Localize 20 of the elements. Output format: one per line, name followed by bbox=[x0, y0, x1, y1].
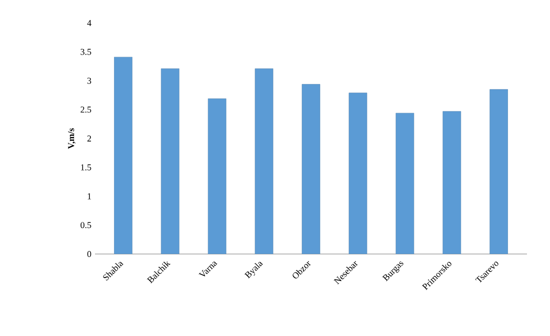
y-axis-title: V,m/s bbox=[68, 128, 76, 149]
bar bbox=[396, 112, 414, 254]
bar bbox=[208, 98, 226, 254]
y-tick-label: 1.5 bbox=[81, 164, 92, 170]
bar bbox=[114, 56, 132, 254]
y-tick-label: 3.5 bbox=[80, 48, 92, 55]
bar bbox=[442, 111, 462, 254]
y-tick-label: 0.5 bbox=[80, 222, 92, 228]
bar bbox=[160, 68, 180, 254]
y-tick-label: 0 bbox=[87, 250, 92, 258]
y-tick-label: 2.5 bbox=[80, 106, 92, 113]
bar bbox=[302, 84, 320, 254]
y-tick-label: 4 bbox=[87, 20, 92, 26]
x-tick-label: Varna bbox=[198, 262, 218, 276]
y-tick-label: 1 bbox=[88, 193, 91, 200]
bar bbox=[490, 89, 508, 254]
bar bbox=[348, 92, 368, 254]
y-tick-label: 3 bbox=[87, 78, 92, 84]
bar bbox=[254, 68, 274, 254]
y-tick-label: 2 bbox=[87, 136, 91, 142]
